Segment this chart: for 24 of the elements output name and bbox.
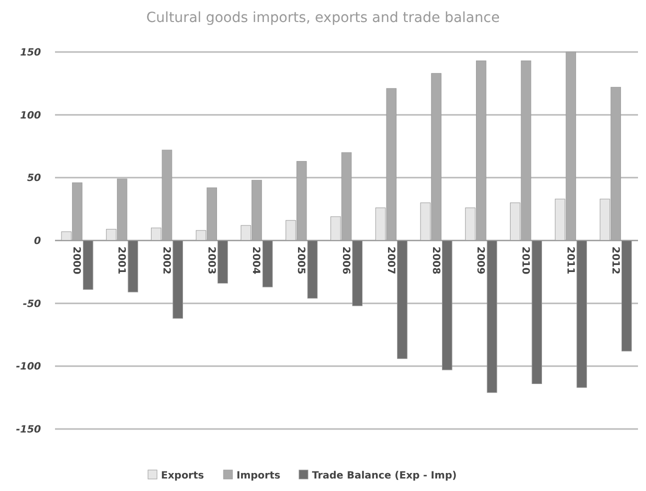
y-tick-label: 0 bbox=[34, 236, 42, 247]
x-tick-label: 2005 bbox=[295, 246, 306, 274]
y-tick-label: 150 bbox=[20, 48, 42, 58]
y-tick-label: 50 bbox=[27, 173, 42, 184]
legend-label: Trade Balance (Exp - Imp) bbox=[312, 470, 457, 482]
x-tick-label: 2000 bbox=[70, 246, 82, 274]
x-tick-label: 2003 bbox=[205, 246, 216, 274]
x-tick-label: 2011 bbox=[564, 246, 576, 274]
x-tick-label: 2001 bbox=[116, 246, 127, 274]
x-tick-label: 2010 bbox=[520, 246, 531, 274]
x-tick-label: 2006 bbox=[340, 246, 351, 274]
legend-label: Imports bbox=[236, 470, 280, 482]
x-tick-label: 2002 bbox=[160, 246, 172, 274]
x-tick-label: 2007 bbox=[384, 246, 396, 274]
y-tick-label: 100 bbox=[20, 110, 42, 122]
legend-label: Exports bbox=[161, 470, 204, 482]
y-tick-label: -150 bbox=[16, 424, 42, 436]
x-tick-label: 2012 bbox=[609, 246, 620, 274]
y-tick-label: -50 bbox=[22, 298, 42, 310]
x-tick-label: 2008 bbox=[430, 246, 441, 274]
y-tick-label: -100 bbox=[16, 362, 42, 373]
x-tick-label: 2004 bbox=[250, 246, 262, 274]
x-tick-label: 2009 bbox=[474, 246, 486, 274]
chart-title: Cultural goods imports, exports and trade balance bbox=[146, 10, 500, 26]
